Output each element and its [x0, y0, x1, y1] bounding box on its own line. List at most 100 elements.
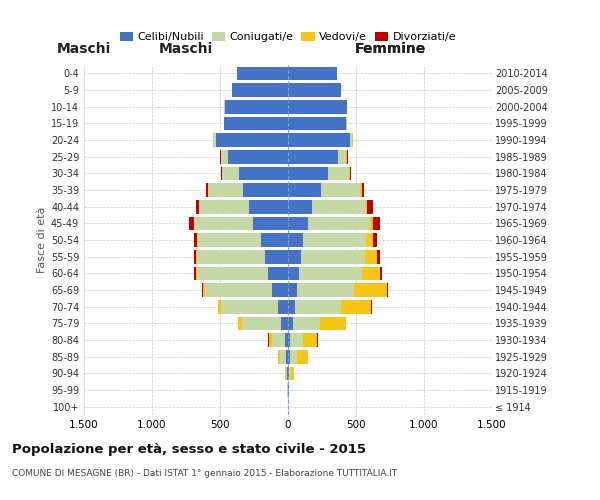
Bar [352, 133, 353, 147]
Bar [206, 183, 208, 197]
Bar [261, 233, 288, 247]
Text: Femmine: Femmine [355, 42, 425, 56]
Bar [248, 200, 288, 213]
Bar [297, 350, 308, 364]
Bar [370, 216, 373, 230]
Bar [216, 133, 288, 147]
Bar [194, 216, 253, 230]
Bar [295, 300, 341, 314]
Bar [288, 100, 347, 114]
Bar [237, 66, 288, 80]
Bar [288, 83, 341, 97]
Bar [214, 133, 216, 147]
Bar [203, 283, 205, 297]
Bar [288, 250, 301, 264]
Bar [224, 116, 288, 130]
Bar [194, 250, 196, 264]
Bar [288, 200, 312, 213]
Bar [347, 150, 348, 164]
Bar [288, 333, 290, 347]
Bar [238, 316, 242, 330]
Bar [239, 166, 288, 180]
Bar [253, 216, 288, 230]
Text: Maschi: Maschi [57, 42, 111, 56]
Bar [365, 250, 377, 264]
Bar [308, 216, 370, 230]
Bar [317, 333, 318, 347]
Bar [303, 333, 317, 347]
Bar [288, 266, 299, 280]
Bar [202, 283, 203, 297]
Bar [366, 233, 373, 247]
Bar [268, 333, 269, 347]
Bar [286, 366, 287, 380]
Bar [362, 266, 380, 280]
Bar [194, 266, 196, 280]
Bar [281, 316, 288, 330]
Bar [288, 150, 338, 164]
Bar [220, 150, 221, 164]
Bar [242, 316, 281, 330]
Bar [290, 350, 297, 364]
Bar [265, 250, 288, 264]
Bar [338, 150, 346, 164]
Text: Maschi: Maschi [159, 42, 213, 56]
Bar [196, 250, 197, 264]
Bar [328, 166, 349, 180]
Text: COMUNE DI MESAGNE (BR) - Dati ISTAT 1° gennaio 2015 - Elaborazione TUTTITALIA.IT: COMUNE DI MESAGNE (BR) - Dati ISTAT 1° g… [12, 469, 397, 478]
Bar [288, 366, 289, 380]
Bar [232, 83, 288, 97]
Bar [288, 316, 293, 330]
Bar [205, 283, 272, 297]
Bar [221, 300, 278, 314]
Bar [373, 233, 377, 247]
Bar [286, 350, 288, 364]
Bar [221, 150, 228, 164]
Legend: Celibi/Nubili, Coniugati/e, Vedovi/e, Divorziati/e: Celibi/Nubili, Coniugati/e, Vedovi/e, Di… [116, 28, 460, 46]
Bar [321, 183, 361, 197]
Text: Femmine: Femmine [355, 42, 425, 56]
Bar [269, 333, 272, 347]
Bar [301, 250, 365, 264]
Bar [222, 166, 239, 180]
Bar [349, 166, 350, 180]
Bar [272, 333, 285, 347]
Bar [293, 316, 320, 330]
Bar [288, 183, 321, 197]
Bar [288, 166, 328, 180]
Bar [194, 233, 197, 247]
Bar [278, 350, 280, 364]
Bar [199, 200, 248, 213]
Bar [290, 333, 303, 347]
Bar [350, 166, 351, 180]
Bar [190, 216, 194, 230]
Bar [268, 266, 288, 280]
Bar [367, 200, 373, 213]
Text: Popolazione per età, sesso e stato civile - 2015: Popolazione per età, sesso e stato civil… [12, 442, 366, 456]
Bar [228, 150, 288, 164]
Bar [299, 266, 362, 280]
Bar [288, 133, 350, 147]
Bar [362, 183, 364, 197]
Bar [361, 183, 362, 197]
Bar [197, 266, 268, 280]
Bar [302, 233, 366, 247]
Bar [278, 300, 288, 314]
Bar [350, 133, 352, 147]
Bar [287, 366, 288, 380]
Bar [380, 266, 382, 280]
Bar [288, 233, 302, 247]
Bar [208, 183, 243, 197]
Bar [288, 216, 308, 230]
Bar [288, 116, 346, 130]
Bar [218, 300, 221, 314]
Bar [288, 350, 290, 364]
Bar [312, 200, 365, 213]
Bar [221, 166, 222, 180]
Bar [272, 283, 288, 297]
Bar [346, 150, 347, 164]
Bar [353, 283, 386, 297]
Bar [196, 200, 199, 213]
Y-axis label: Fasce di età: Fasce di età [37, 207, 47, 273]
Bar [288, 66, 337, 80]
